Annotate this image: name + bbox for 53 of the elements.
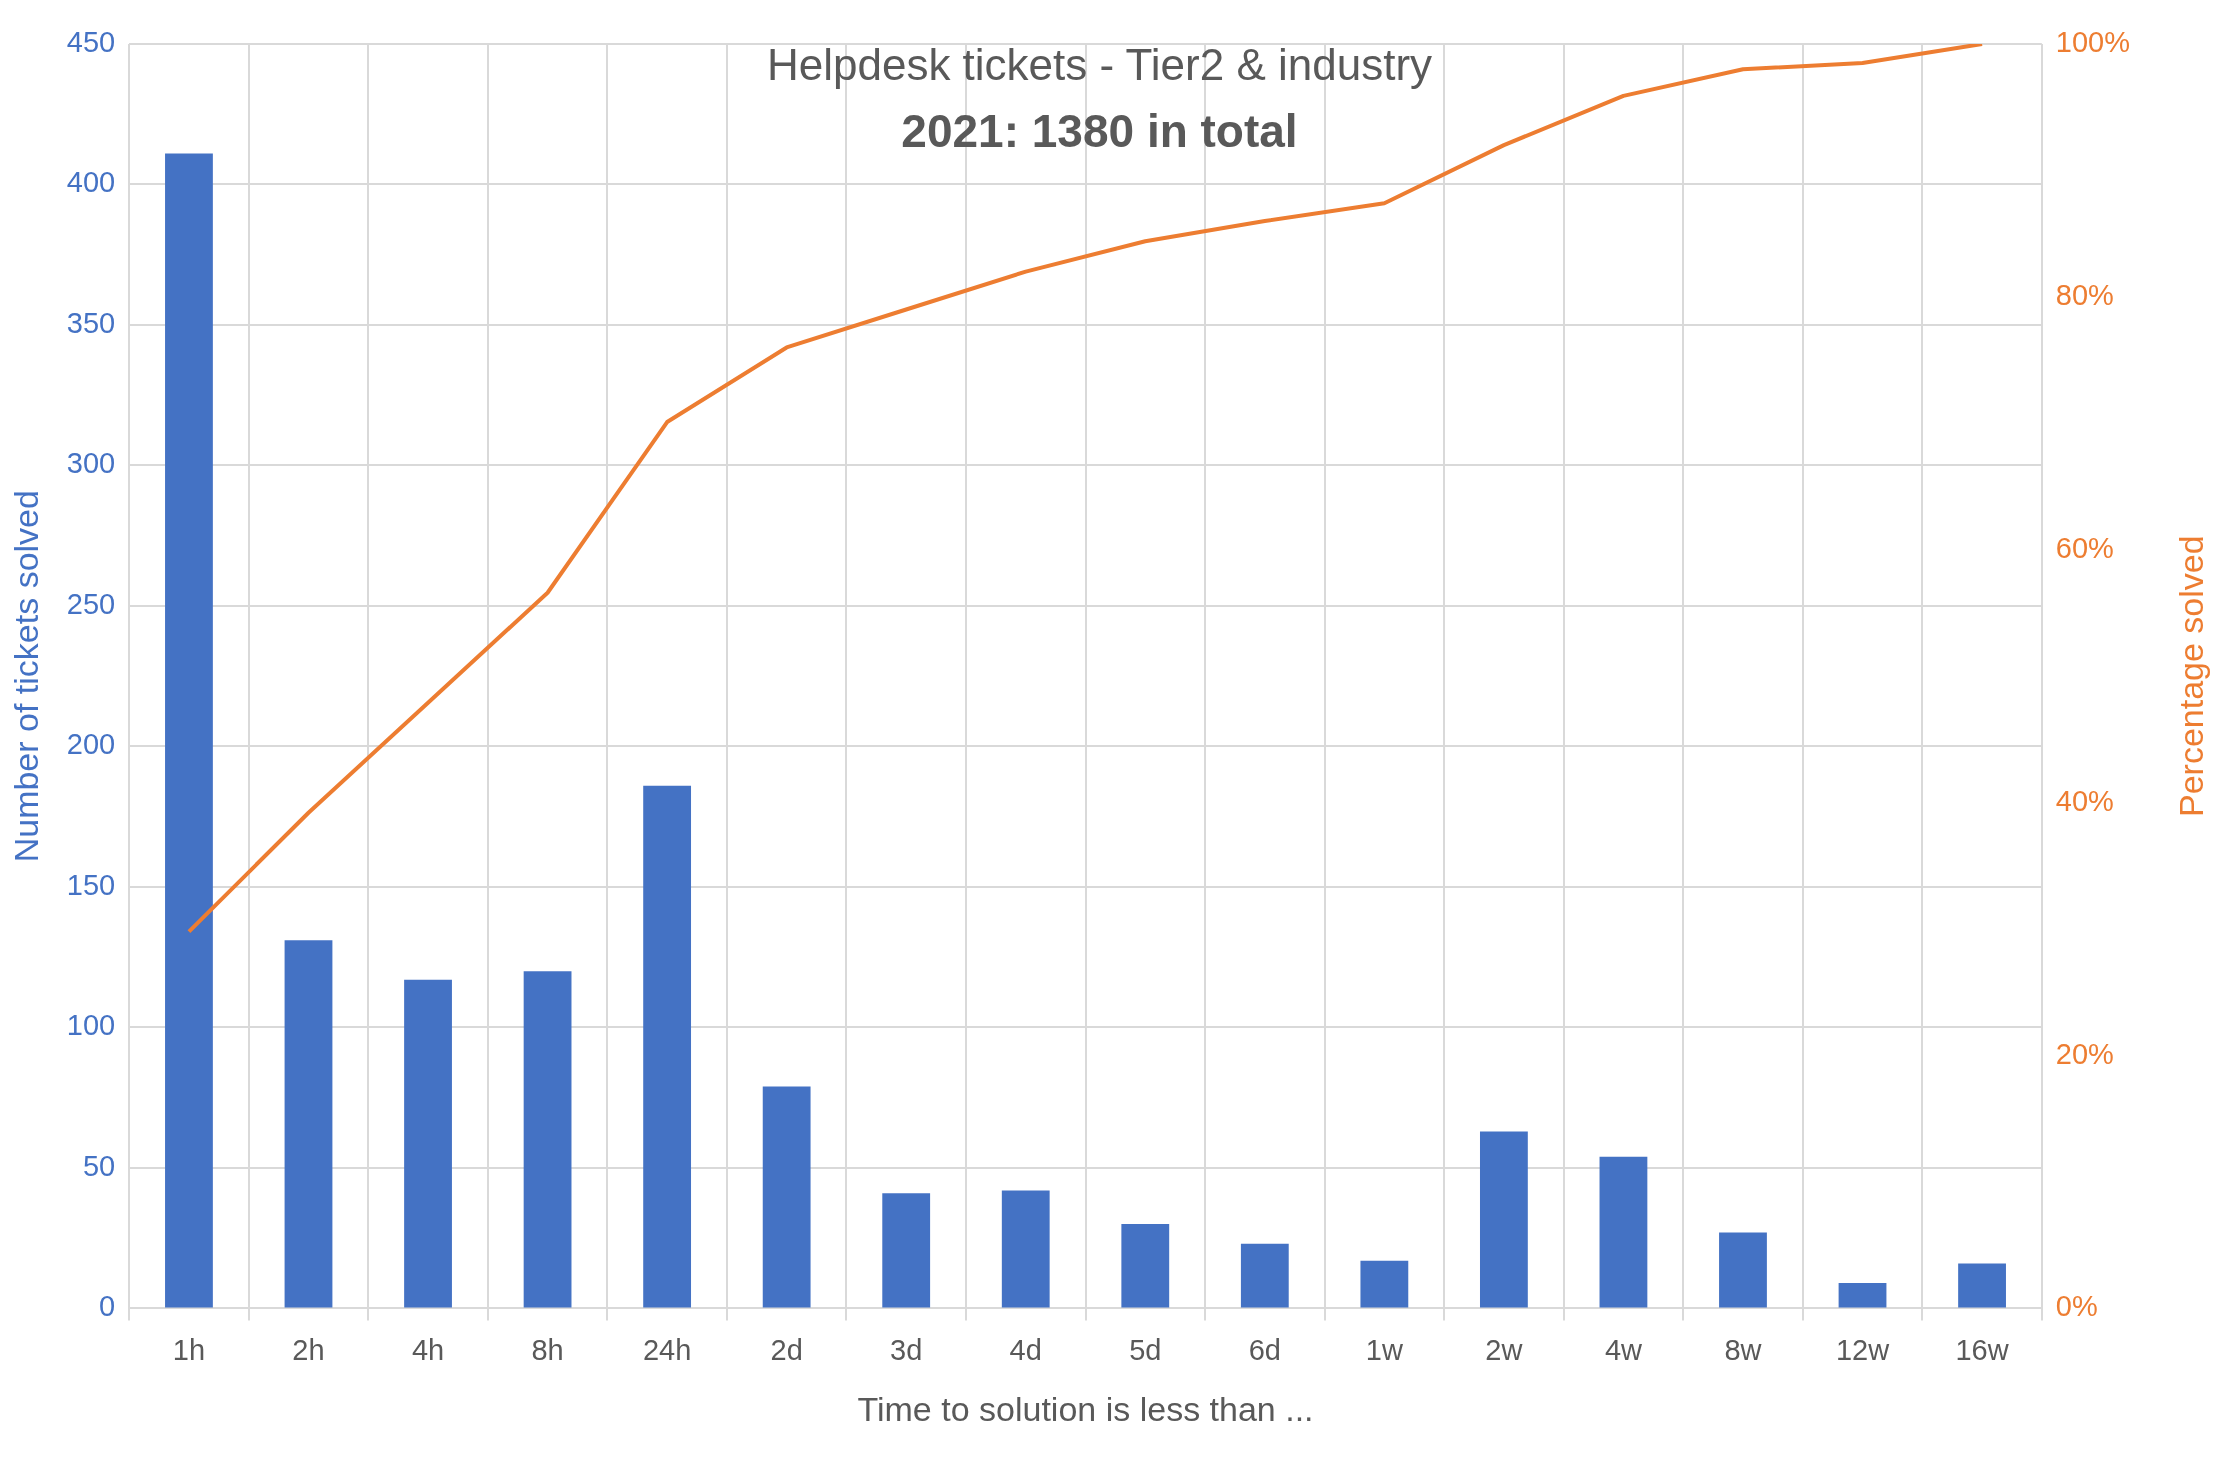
x-tick-label: 4w: [1604, 1333, 1644, 1366]
bar: [1599, 1156, 1648, 1308]
y-tick-label: 50: [82, 1149, 116, 1182]
bar: [1360, 1260, 1409, 1308]
bar: [1838, 1283, 1887, 1308]
bar: [404, 979, 452, 1308]
x-tick-label: 4h: [411, 1333, 445, 1366]
y-tick-label: 0: [99, 1290, 116, 1323]
text: 2021: 1380 in total: [901, 104, 1298, 157]
y2-tick-label: 100%: [2055, 26, 2130, 58]
bar: [1001, 1190, 1050, 1308]
x-tick-label: 2h: [292, 1333, 325, 1366]
y-tick-label: 150: [66, 868, 116, 901]
y-tick-label: 400: [66, 166, 116, 199]
y-tick-label: 350: [66, 306, 116, 339]
chart-title: Helpdesk tickets - Tier2 & industry: [766, 40, 1433, 90]
x-tick-label: 3d: [890, 1333, 923, 1366]
y-tick-label: 200: [66, 728, 116, 761]
y2-tick-label: 60%: [2055, 531, 2114, 564]
x-tick-label: 24h: [642, 1333, 692, 1366]
x-tick-label: 16w: [1955, 1333, 2010, 1366]
y-tick-label: 300: [66, 447, 116, 480]
y2-tick-label: 0%: [2055, 1290, 2098, 1323]
bar: [882, 1193, 931, 1308]
x-tick-label: 2w: [1485, 1333, 1524, 1366]
y-tick-label: 450: [66, 26, 116, 58]
y-axis-title: Number of tickets solved: [6, 490, 45, 863]
x-tick-label: 6d: [1248, 1333, 1281, 1366]
x-tick-label: 8h: [531, 1333, 564, 1366]
x-tick-label: 5d: [1129, 1333, 1162, 1366]
bar: [1719, 1232, 1767, 1308]
bar: [1958, 1263, 2006, 1308]
y-tick-label: 250: [66, 587, 116, 620]
x-tick-label: 1w: [1365, 1333, 1404, 1366]
bar: [643, 785, 692, 1308]
x-tick-label: 8w: [1724, 1333, 1763, 1366]
bar: [762, 1086, 811, 1308]
y2-tick-label: 20%: [2055, 1037, 2114, 1070]
x-tick-label: 4d: [1009, 1333, 1042, 1366]
bar: [1479, 1131, 1528, 1308]
y2-axis-title: Percentage solved: [2172, 535, 2211, 818]
x-tick-label: 12w: [1835, 1333, 1891, 1366]
x-tick-label: 1h: [172, 1333, 206, 1366]
x-tick-label: 2d: [770, 1333, 803, 1366]
bar: [1121, 1224, 1170, 1308]
bar: [523, 971, 572, 1308]
bar: [165, 153, 213, 1308]
x-axis-title: Time to solution is less than ...: [857, 1389, 1314, 1428]
bar: [284, 940, 333, 1308]
bar: [1240, 1243, 1289, 1308]
y2-tick-label: 40%: [2055, 784, 2114, 817]
y-tick-label: 100: [66, 1009, 116, 1042]
y2-tick-label: 80%: [2055, 278, 2114, 311]
